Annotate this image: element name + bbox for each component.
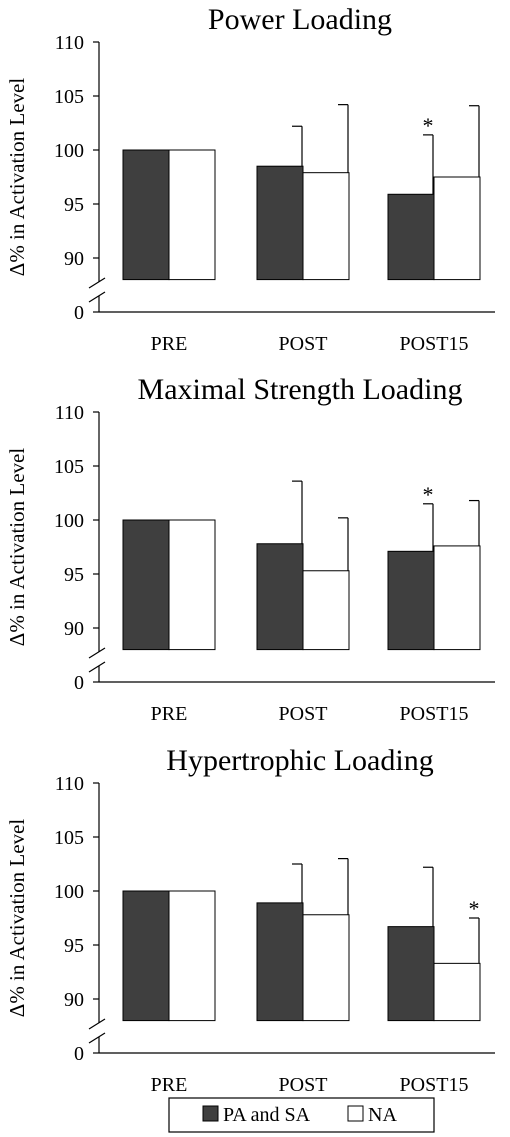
y-tick-label: 100	[54, 510, 84, 532]
x-tick-label: PRE	[151, 1074, 188, 1096]
axis-break-mark-lower	[88, 291, 106, 303]
y-axis-label: Δ% in Activation Level	[5, 448, 29, 647]
chart-title: Hypertrophic Loading	[166, 744, 433, 777]
legend-swatch-pa-sa	[202, 1105, 219, 1122]
legend: PA and SA NA	[168, 1097, 435, 1133]
y-tick-label: 95	[64, 564, 84, 586]
chart-title: Power Loading	[208, 3, 392, 36]
y-tick-label: 110	[55, 32, 84, 54]
y-tick-label: 105	[54, 86, 84, 108]
x-tick-label: POST15	[400, 1074, 469, 1096]
bar-na-pre	[168, 519, 216, 651]
bar-na-pre	[168, 890, 216, 1022]
y-tick-label: 105	[54, 456, 84, 478]
y-tick-label: 90	[64, 618, 84, 640]
bar-na-post15	[433, 545, 481, 651]
y-tick-label: 90	[64, 248, 84, 270]
significance-marker: *	[423, 113, 434, 138]
bar-na-post15	[433, 176, 481, 281]
bar-pa-sa-post	[256, 543, 304, 651]
x-tick-label: POST	[279, 1074, 328, 1096]
x-tick-label: PRE	[151, 703, 188, 725]
x-tick-label: POST15	[400, 703, 469, 725]
x-tick-label: POST15	[400, 333, 469, 355]
y-tick-label: 100	[54, 881, 84, 903]
y-tick-label: 0	[74, 672, 84, 694]
bar-pa-sa-post15	[387, 550, 435, 651]
axis-break-mark-lower	[88, 661, 106, 673]
y-tick-label: 100	[54, 140, 84, 162]
axis-break-mark-upper	[88, 277, 106, 289]
y-tick-label: 110	[55, 402, 84, 424]
x-tick-label: POST	[279, 333, 328, 355]
chart-panel-1: Power Loading Δ% in Activation Level 110 10…	[5, 3, 495, 355]
bar-na-post	[302, 914, 350, 1022]
axis-break-mark-lower	[88, 1032, 106, 1044]
bar-pa-sa-post15	[387, 926, 435, 1022]
chart-panel-3: Hypertrophic Loading Δ% in Activation Lev…	[5, 744, 495, 1096]
legend-label-pa-sa: PA and SA	[223, 1104, 311, 1126]
y-tick-label: 110	[55, 773, 84, 795]
bar-na-post15	[433, 962, 481, 1022]
y-tick-label: 90	[64, 989, 84, 1011]
y-tick-label: 95	[64, 194, 84, 216]
significance-marker: *	[469, 896, 480, 921]
chart-panels: Power Loading Δ% in Activation Level 110 10…	[5, 3, 495, 1096]
axis-break-mark-upper	[88, 1018, 106, 1030]
y-axis-label: Δ% in Activation Level	[5, 819, 29, 1018]
bar-pa-sa-pre	[122, 519, 170, 651]
bar-pa-sa-post	[256, 165, 304, 281]
y-tick-label: 0	[74, 1043, 84, 1065]
y-tick-label: 0	[74, 302, 84, 324]
bar-pa-sa-pre	[122, 890, 170, 1022]
bar-pa-sa-pre	[122, 149, 170, 281]
bar-na-pre	[168, 149, 216, 281]
significance-marker: *	[423, 482, 434, 507]
bar-na-post	[302, 570, 350, 651]
x-tick-label: POST	[279, 703, 328, 725]
bar-pa-sa-post15	[387, 193, 435, 281]
legend-label-na: NA	[368, 1104, 397, 1126]
y-tick-label: 105	[54, 827, 84, 849]
y-tick-label: 95	[64, 935, 84, 957]
chart-panel-2: Maximal Strength Loading Δ% in Activation…	[5, 373, 495, 725]
bar-pa-sa-post	[256, 902, 304, 1022]
legend-swatch-na	[347, 1105, 364, 1122]
x-tick-label: PRE	[151, 333, 188, 355]
axis-break-mark-upper	[88, 647, 106, 659]
chart-title: Maximal Strength Loading	[138, 373, 463, 406]
bar-na-post	[302, 172, 350, 281]
y-axis-label: Δ% in Activation Level	[5, 78, 29, 277]
